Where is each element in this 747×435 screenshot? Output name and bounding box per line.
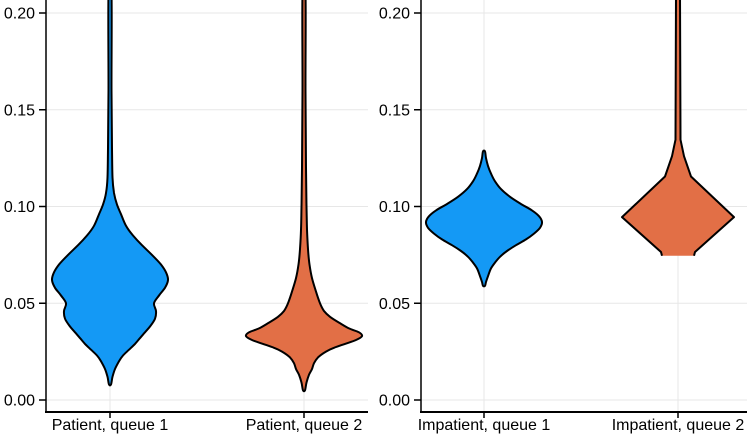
y-tick-label: 0.10 [4, 199, 35, 216]
y-tick-label: 0.10 [379, 199, 410, 216]
violin-impatient-queue-2-fill [622, 0, 734, 256]
y-tick-label: 0.00 [4, 393, 35, 410]
violin-impatient-queue-1 [424, 149, 544, 288]
x-category-label: Impatient, queue 1 [418, 417, 551, 434]
violin-patient-queue-1 [50, 0, 170, 387]
y-tick-label: 0.20 [379, 6, 410, 23]
violin-layer [50, 0, 364, 393]
y-tick-label: 0.05 [379, 296, 410, 313]
y-tick-label: 0.20 [4, 6, 35, 23]
violin-patient-queue-2 [244, 0, 364, 393]
x-category-label: Patient, queue 2 [246, 417, 363, 434]
y-tick-label: 0.00 [379, 393, 410, 410]
x-category-label: Impatient, queue 2 [612, 417, 745, 434]
panel-patient: 0.00 0.05 0.10 0.15 0.20 Patient, queue 1 Pati… [4, 0, 368, 434]
y-tick-label: 0.15 [379, 102, 410, 119]
panel-impatient: 0.00 0.05 0.10 0.15 0.20 Impatient, queue 1 Im… [379, 0, 747, 434]
violin-impatient-queue-2-outline [621, 0, 735, 257]
violin-layer [424, 0, 735, 288]
y-tick-label: 0.15 [4, 102, 35, 119]
y-tick-label: 0.05 [4, 296, 35, 313]
x-category-label: Patient, queue 1 [52, 417, 169, 434]
